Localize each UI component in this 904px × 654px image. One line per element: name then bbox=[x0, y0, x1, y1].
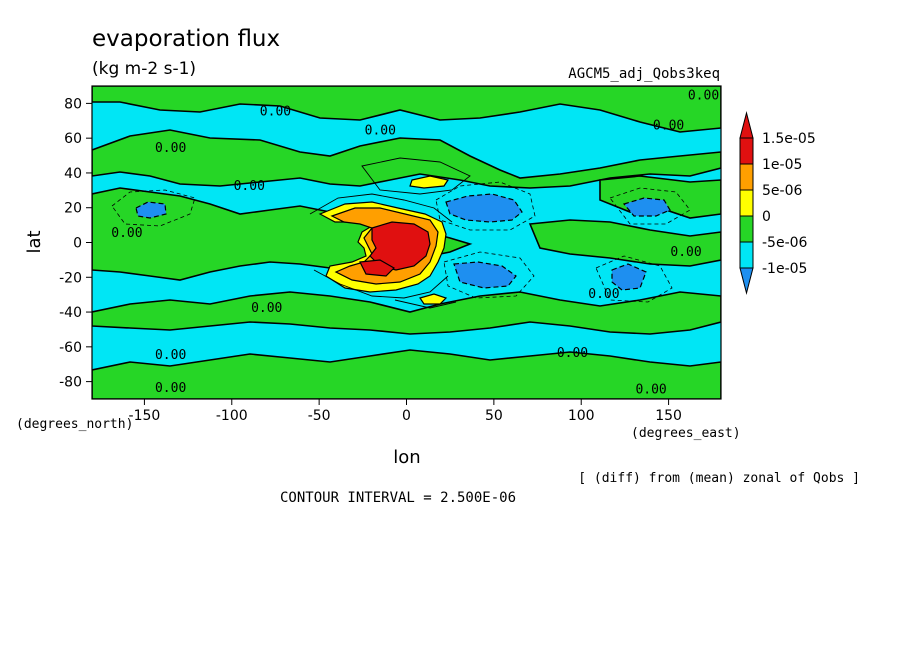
level-1.5e-05 bbox=[369, 221, 431, 271]
min-se bbox=[611, 263, 647, 291]
contour-interval: CONTOUR INTERVAL = 2.500E-06 bbox=[280, 490, 516, 506]
colorbar-segment bbox=[739, 189, 754, 217]
zero-contour-label: 0.00 bbox=[260, 104, 291, 119]
zero-contour-label: 0.00 bbox=[155, 141, 186, 156]
ring-se bbox=[595, 255, 673, 303]
zero-contour-label: 0.00 bbox=[588, 287, 619, 302]
x-tick-label: -150 bbox=[129, 408, 161, 424]
x-tick-label: 0 bbox=[402, 408, 411, 424]
colorbar-segment bbox=[739, 215, 754, 243]
zero-contour-label: 0.00 bbox=[251, 301, 282, 316]
min-nc bbox=[445, 193, 523, 223]
x-tick-label: -50 bbox=[308, 408, 331, 424]
chart-title: evaporation flux bbox=[92, 26, 280, 52]
zero-contour-label: 0.00 bbox=[155, 348, 186, 363]
run-label: AGCM5_adj_Qobs3keq bbox=[568, 66, 720, 82]
footnote: [ (diff) from (mean) zonal of Qobs ] bbox=[578, 471, 860, 486]
colorbar-bottom-arrow bbox=[739, 267, 754, 295]
colorbar-segment bbox=[739, 163, 754, 191]
x-axis: -150 -100 -50 0 50 100 150 bbox=[129, 399, 682, 424]
contour-b bbox=[313, 269, 449, 299]
min-ne bbox=[622, 197, 671, 217]
zero-contour-label: 0.00 bbox=[635, 383, 666, 398]
colorbar-label: -5e-06 bbox=[762, 235, 808, 251]
ring-sc bbox=[443, 251, 535, 299]
colorbar: 1.5e-05 1e-05 5e-06 0 -5e-06 -1e-05 bbox=[739, 111, 816, 295]
colorbar-segment bbox=[739, 241, 754, 269]
x-unit-label: (degrees_east) bbox=[631, 426, 741, 441]
colorbar-segment bbox=[739, 137, 754, 165]
colorbar-label: 5e-06 bbox=[762, 183, 802, 199]
colorbar-label: -1e-05 bbox=[762, 261, 807, 277]
region-south-polar bbox=[92, 349, 721, 399]
yellow-south-blob bbox=[419, 293, 448, 305]
y-tick-label: -60 bbox=[59, 340, 82, 356]
zero-contour-label: 0.00 bbox=[670, 245, 701, 260]
colorbar-top-arrow bbox=[739, 111, 754, 139]
contour-a bbox=[309, 193, 453, 223]
x-tick-label: 50 bbox=[485, 408, 503, 424]
x-tick-label: -100 bbox=[216, 408, 248, 424]
y-tick-label: -80 bbox=[59, 375, 82, 391]
y-tick-label: 80 bbox=[64, 96, 82, 112]
zero-contour-label: 0.00 bbox=[557, 346, 588, 361]
min-nw bbox=[135, 201, 167, 219]
y-tick-label: 20 bbox=[64, 201, 82, 217]
y-tick-label: -40 bbox=[59, 305, 82, 321]
positive-maximum bbox=[318, 175, 449, 305]
colorbar-label: 1.5e-05 bbox=[762, 131, 816, 147]
ring-nc bbox=[435, 181, 536, 231]
y-axis: 80 60 40 20 0 -20 -40 -60 -80 bbox=[59, 96, 92, 391]
y-unit-label: (degrees_north) bbox=[16, 417, 133, 432]
y-axis-label: lat bbox=[24, 230, 45, 253]
negative-contours bbox=[111, 181, 691, 303]
y-tick-label: -20 bbox=[59, 270, 82, 286]
region-south-midlat bbox=[92, 291, 721, 335]
plot-area: 0.00 0.00 0.00 0.00 0.00 0.00 0.00 0.00 0.00 0.00… bbox=[91, 85, 722, 400]
zero-contour-label: 0.00 bbox=[234, 179, 265, 194]
x-tick-label: 100 bbox=[568, 408, 595, 424]
zero-contour-label: 0.00 bbox=[111, 226, 142, 241]
contour-d bbox=[394, 299, 457, 309]
ring-ne bbox=[609, 187, 691, 225]
zero-contour-labels: 0.00 0.00 0.00 0.00 0.00 0.00 0.00 0.00 0.00 0.00… bbox=[111, 89, 719, 398]
min-sc bbox=[453, 261, 517, 289]
negative-minima bbox=[135, 193, 671, 291]
contour-c bbox=[361, 157, 471, 195]
colorbar-label: 1e-05 bbox=[762, 157, 802, 173]
zero-contour-label: 0.00 bbox=[155, 381, 186, 396]
y-tick-label: 0 bbox=[73, 236, 82, 252]
y-tick-label: 40 bbox=[64, 166, 82, 182]
zero-contour-label: 0.00 bbox=[688, 89, 719, 104]
chart-units: (kg m-2 s-1) bbox=[92, 59, 196, 79]
ring-nw bbox=[111, 189, 196, 227]
x-tick-label: 150 bbox=[655, 408, 682, 424]
region-north-polar bbox=[92, 86, 721, 133]
x-axis-label: lon bbox=[393, 447, 420, 468]
colorbar-label: 0 bbox=[762, 209, 771, 225]
y-tick-label: 60 bbox=[64, 131, 82, 147]
positive-contours bbox=[309, 157, 471, 309]
zero-contour-label: 0.00 bbox=[653, 118, 684, 133]
yellow-north-blob bbox=[409, 175, 449, 189]
region-east-tropics bbox=[528, 219, 721, 267]
zero-contour-label: 0.00 bbox=[365, 123, 396, 138]
positive-dot-south bbox=[359, 259, 395, 277]
